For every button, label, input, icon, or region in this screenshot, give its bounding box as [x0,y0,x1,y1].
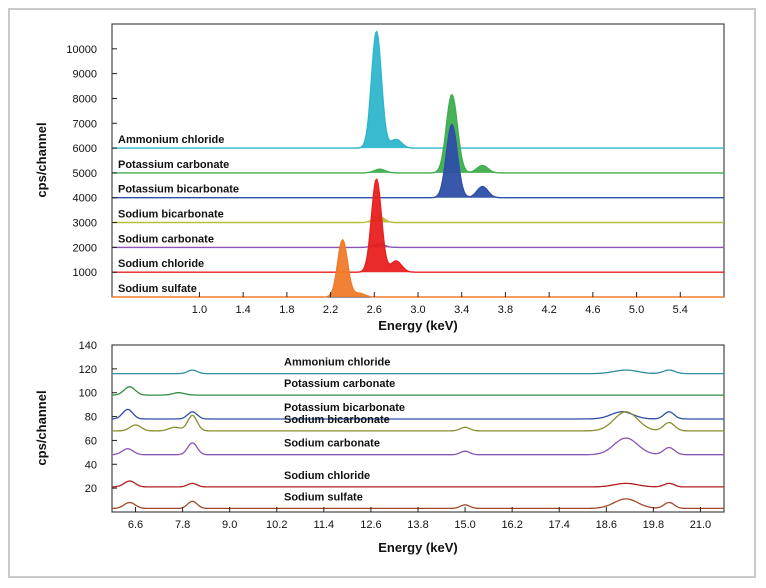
series-line [112,123,724,199]
x-tick-label: 13.8 [407,519,428,531]
x-tick-label: 3.0 [410,304,425,316]
chart-high-energy: Ammonium chloride Potassium carbonate Pota… [34,340,725,555]
series-line [112,30,724,149]
y-tick-label: 1000 [73,267,97,279]
series-line [111,408,724,420]
series-sodium-carbonate: Sodium carbonate [112,233,724,249]
series-label: Sodium carbonate [284,438,380,450]
x-tick-label: 15.0 [454,519,475,531]
x-tick-label: 3.8 [498,304,513,316]
y-tick-label: 60 [85,435,97,447]
y-tick-label: 3000 [73,218,97,230]
series-label: Sodium bicarbonate [284,414,390,426]
series-potassium-carbonate: Potassium carbonate [112,93,724,174]
series-line [112,437,724,456]
x-tick-label: 21.0 [690,519,711,531]
series-label: Potassium bicarbonate [118,184,239,196]
x-tick-label: 2.6 [367,304,382,316]
x-tick-label: 1.0 [192,304,207,316]
y-tick-label: 20 [85,483,97,495]
series-label: Sodium sulfate [118,283,197,295]
x-tick-label: 17.4 [549,519,570,531]
y-tick-label: 7000 [73,118,97,130]
y-axis-title: cps/channel [34,390,49,465]
x-tick-label: 1.8 [279,304,294,316]
y-tick-label: 120 [79,364,97,376]
series-potassium-carbonate: Potassium carbonate [111,378,724,396]
x-tick-label: 4.2 [541,304,556,316]
x-tick-label: 2.2 [323,304,338,316]
x-tick-label: 16.2 [501,519,522,531]
y-axis-title: cps/channel [34,122,49,197]
x-tick-label: 1.4 [235,304,250,316]
series-sodium-bicarbonate: Sodium bicarbonate [112,411,724,432]
y-tick-label: 100 [79,388,97,400]
series-line [112,243,724,249]
series-label: Sodium chloride [118,258,204,270]
y-tick-label: 5000 [73,168,97,180]
series-label: Ammonium chloride [118,134,224,146]
x-axis-title: Energy (keV) [378,540,457,555]
y-tick-label: 2000 [73,242,97,254]
series-line [112,369,724,375]
series-label: Potassium bicarbonate [284,402,405,414]
x-tick-label: 3.4 [454,304,469,316]
series-ammonium-chloride: Ammonium chloride [112,357,724,375]
x-tick-label: 11.4 [314,519,335,531]
x-axis-title: Energy (keV) [378,318,457,333]
series-area [112,31,724,149]
y-tick-label: 10000 [66,44,97,56]
y-tick-label: 80 [85,412,97,424]
x-tick-label: 12.6 [360,519,381,531]
series-label: Sodium chloride [284,470,370,482]
series-sodium-sulfate: Sodium sulfate [112,491,724,510]
x-tick-label: 6.6 [128,519,143,531]
series-label: Ammonium chloride [284,357,390,369]
series-line [112,498,724,510]
series-line [112,411,724,432]
series-label: Sodium sulfate [284,491,363,503]
x-tick-label: 7.8 [175,519,190,531]
chart-low-energy: Ammonium chloride Potassium carbonate Pota… [34,23,725,333]
x-tick-label: 19.8 [643,519,664,531]
x-tick-label: 5.0 [629,304,644,316]
x-tick-label: 18.6 [596,519,617,531]
series-sodium-carbonate: Sodium carbonate [112,437,724,456]
series-potassium-bicarbonate: Potassium bicarbonate [111,402,724,420]
series-sodium-chloride: Sodium chloride [112,177,724,273]
series-line [112,480,724,488]
series-label: Sodium bicarbonate [118,209,224,221]
y-tick-label: 40 [85,459,97,471]
y-tick-label: 8000 [73,93,97,105]
x-tick-label: 10.2 [266,519,287,531]
series-ammonium-chloride: Ammonium chloride [112,30,724,149]
y-tick-label: 140 [79,340,97,352]
y-tick-label: 6000 [73,143,97,155]
series-line [111,386,724,396]
series-line [112,215,724,224]
series-line [112,177,724,273]
series-sodium-chloride: Sodium chloride [112,470,724,488]
series-potassium-bicarbonate: Potassium bicarbonate [112,123,724,199]
y-tick-label: 4000 [73,193,97,205]
series-label: Potassium carbonate [284,378,395,390]
x-tick-label: 4.6 [585,304,600,316]
series-label: Sodium carbonate [118,233,214,245]
series-line [112,93,724,174]
series-sodium-bicarbonate: Sodium bicarbonate [112,209,724,224]
x-tick-label: 9.0 [222,519,237,531]
series-label: Potassium carbonate [118,159,229,171]
x-tick-label: 5.4 [673,304,688,316]
y-tick-label: 9000 [73,69,97,81]
